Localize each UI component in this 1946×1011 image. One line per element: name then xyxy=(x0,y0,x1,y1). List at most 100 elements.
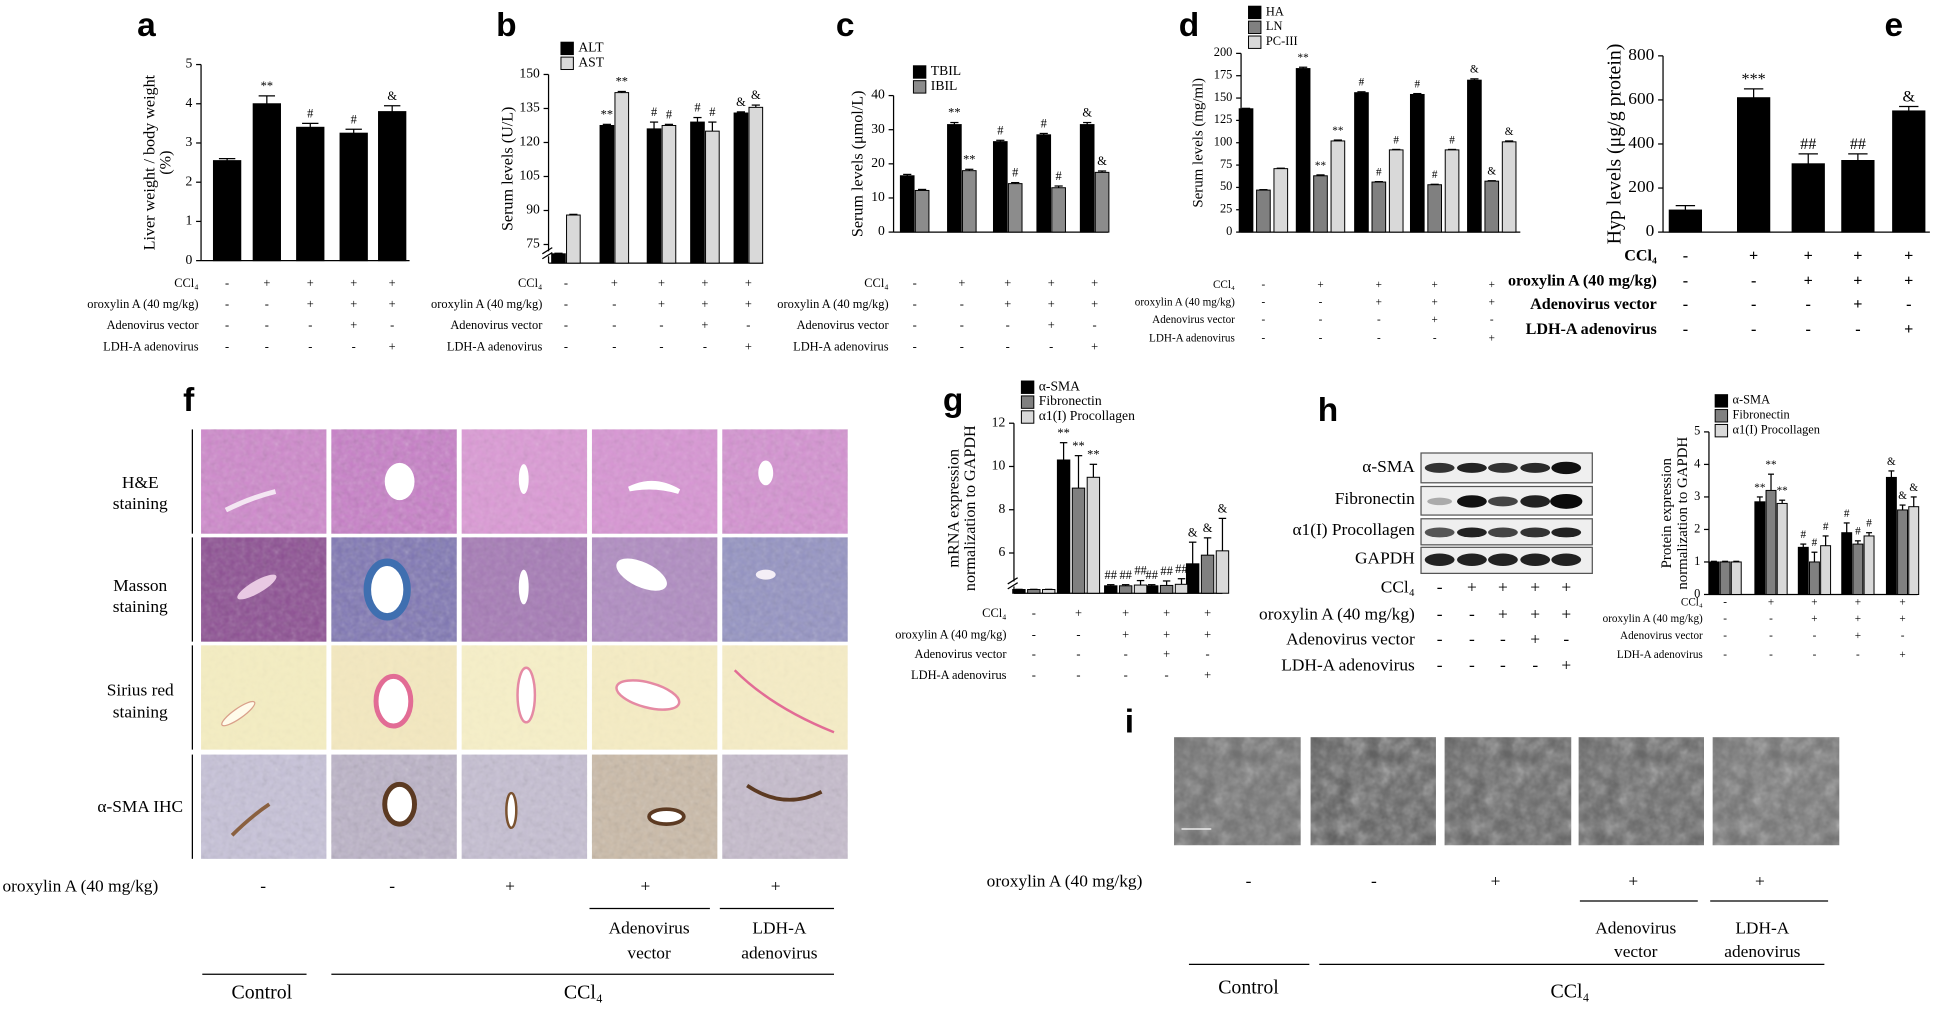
sirius-image xyxy=(722,645,848,750)
treatment-sign: + xyxy=(1048,297,1055,311)
bar xyxy=(1885,476,1897,595)
treatment-label: oroxylin A (40 mg/kg) xyxy=(1508,272,1657,289)
band-label: α-SMA xyxy=(1362,457,1415,476)
significance: ** xyxy=(616,75,628,89)
treatment-sign: + xyxy=(1855,613,1861,625)
treatment-sign: + xyxy=(1561,577,1571,596)
treatment-sign: - xyxy=(1751,296,1756,313)
y-tick-label: 0 xyxy=(878,223,885,238)
significance: # xyxy=(1844,508,1850,520)
chart: a 0 1 2 3 4 5 Liver weight / body weight (%) ** # #… xyxy=(87,7,410,353)
treatment-label: Adenovirus vector xyxy=(450,318,543,332)
bar xyxy=(705,130,720,264)
bar xyxy=(212,160,242,262)
significance: & xyxy=(1188,525,1198,539)
significance: # xyxy=(694,101,700,115)
y-tick-label: 4 xyxy=(1694,456,1701,470)
treatment-sign: - xyxy=(308,339,312,353)
treatment-sign: + xyxy=(958,276,965,290)
panel-letter: f xyxy=(183,382,195,419)
band-label: α1(I) Procollagen xyxy=(1292,520,1415,539)
treatment-sign: - xyxy=(1901,630,1905,642)
significance: & xyxy=(1203,521,1213,535)
significance: & xyxy=(1909,482,1918,494)
bar xyxy=(1797,546,1809,595)
treatment-sign: - xyxy=(1806,321,1811,338)
significance: # xyxy=(1359,77,1365,89)
treatment-sign: + xyxy=(1376,279,1382,291)
y-tick-label: 2 xyxy=(1694,521,1700,535)
legend-label: Fibronectin xyxy=(1039,393,1102,408)
panel-letter: d xyxy=(1179,7,1199,44)
bar xyxy=(1501,141,1517,233)
treatment-sign: + xyxy=(1091,297,1098,311)
vessel xyxy=(755,569,776,580)
treatment-sign: + xyxy=(1768,597,1774,609)
panel-letter: c xyxy=(836,7,855,44)
band-label: GAPDH xyxy=(1355,549,1415,568)
treatment-sign: - xyxy=(1124,647,1128,661)
treatment-sign: + xyxy=(1904,272,1913,289)
treatment-sign: + xyxy=(745,297,752,311)
treatment-sign: + xyxy=(307,297,314,311)
chart: b 75 90 105 120 135 150 Serum levels (U/L) ** # # &… xyxy=(431,7,764,353)
vessel xyxy=(615,679,681,711)
he-image xyxy=(461,429,588,534)
y-tick-label: 0 xyxy=(186,252,193,267)
treatment-sign: + xyxy=(1804,272,1813,289)
bar xyxy=(690,121,705,264)
treatment-sign: + xyxy=(1489,279,1495,291)
treatment-sign: - xyxy=(960,318,964,332)
legend-label: α1(I) Procollagen xyxy=(1039,408,1135,424)
treatment-sign: - xyxy=(260,876,266,895)
treatment-sign: - xyxy=(1813,649,1817,661)
vessel xyxy=(384,462,415,501)
y-tick-label: 12 xyxy=(992,414,1006,429)
treatment-sign: - xyxy=(1433,332,1437,344)
group-label: LDH-A xyxy=(1735,919,1789,938)
treatment-sign: - xyxy=(1377,332,1381,344)
y-tick-label: 75 xyxy=(1220,157,1232,171)
bar xyxy=(1104,585,1118,594)
treatment-sign: - xyxy=(1723,649,1727,661)
row-label: H&E xyxy=(122,473,159,492)
ihc-image xyxy=(331,754,457,859)
legend-label: α1(I) Procollagen xyxy=(1733,423,1821,437)
bar xyxy=(1444,149,1460,233)
condition-label: Control xyxy=(232,982,293,1004)
treatment-label: CCl₄ xyxy=(1213,279,1235,291)
treatment-table: CCl₄ - + + + + oroxylin A (40 mg/kg) - - + + + Adeno… xyxy=(1259,577,1571,674)
treatment-sign: - xyxy=(913,276,917,290)
significance: # xyxy=(1415,78,1421,90)
legend-label: Fibronectin xyxy=(1733,408,1791,422)
significance: & xyxy=(1470,64,1479,76)
masson-image xyxy=(461,537,588,642)
significance: ** xyxy=(1777,485,1789,497)
bar xyxy=(1042,589,1056,594)
bar xyxy=(1841,532,1853,595)
treatment-sign: - xyxy=(564,276,568,290)
panel-letter: a xyxy=(137,7,156,44)
significance: ** xyxy=(1765,459,1777,471)
treatment-sign: - xyxy=(1751,272,1756,289)
y-tick-label: 0 xyxy=(1694,586,1700,600)
significance: ** xyxy=(1315,160,1327,172)
bar xyxy=(661,124,677,264)
treatment-sign: - xyxy=(1437,605,1443,624)
fiber xyxy=(733,669,835,734)
chart: c 0 10 20 30 40 Serum levels (μmol/L) ** # # & TBIL… xyxy=(777,7,1110,353)
y-axis-label: Serum levels (U/L) xyxy=(500,107,517,231)
treatment-sign: - xyxy=(1437,577,1443,596)
bar xyxy=(1079,124,1095,233)
treatment-label: CCl₄ xyxy=(982,606,1006,620)
sem-image xyxy=(1444,737,1572,846)
bar xyxy=(1852,543,1864,595)
treatment-sign: + xyxy=(1853,248,1862,265)
treatment-sign: + xyxy=(771,876,781,895)
row-label: staining xyxy=(113,494,168,513)
bar xyxy=(1719,561,1731,595)
significance: & xyxy=(387,89,397,103)
significance: ** xyxy=(1057,426,1069,440)
vessel xyxy=(221,700,256,727)
bar xyxy=(1159,584,1174,594)
